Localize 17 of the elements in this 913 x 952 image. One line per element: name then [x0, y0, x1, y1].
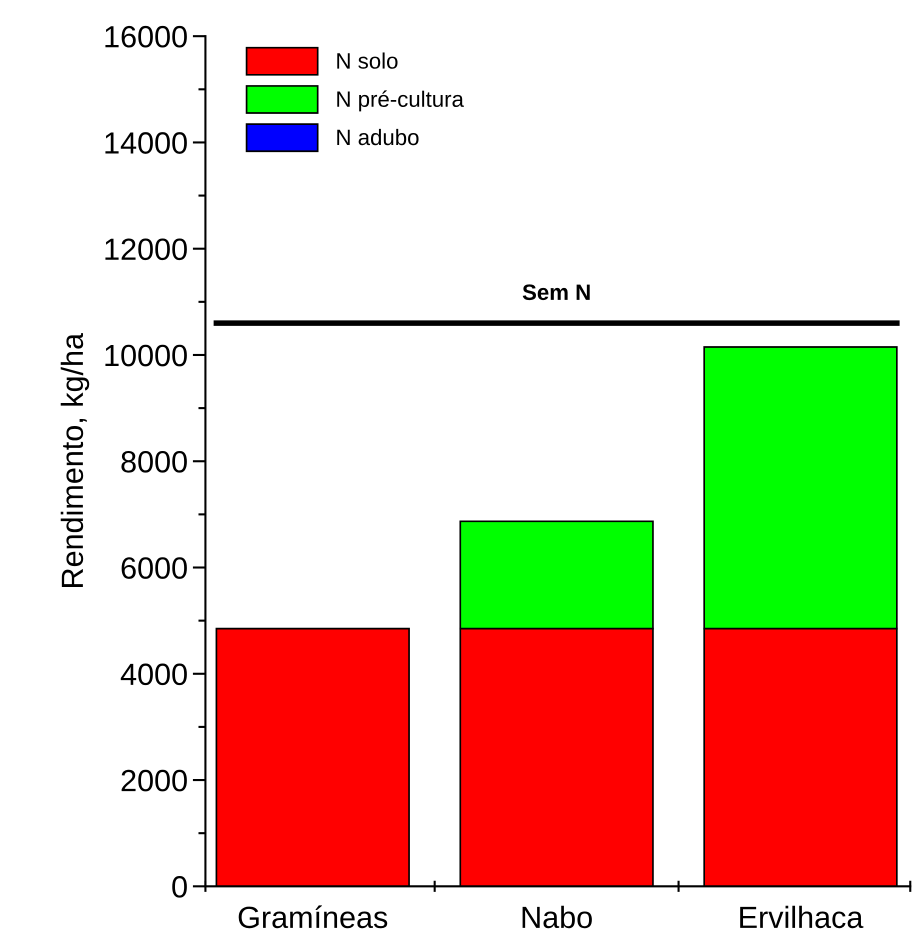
y-tick-label: 6000: [122, 557, 187, 579]
y-tick-label: 16000: [105, 26, 187, 48]
x-tick-label: Nabo: [522, 906, 592, 928]
x-tick-label: Gramíneas: [238, 905, 388, 928]
legend-label: N adubo: [337, 128, 419, 146]
y-tick-label: 8000: [121, 450, 187, 473]
y-tick-label: 10000: [105, 344, 187, 366]
legend-label: N solo: [337, 52, 398, 69]
y-tick-label: 2000: [122, 770, 187, 792]
y-tick-label: 12000: [105, 238, 187, 260]
y-tick-label: 4000: [120, 664, 187, 686]
y-axis-title: Rendimento, kg/ha: [60, 332, 90, 587]
y-tick-label: 0: [172, 876, 187, 898]
x-tick-label: Ervilhaca: [740, 906, 864, 928]
y-tick-label: 14000: [105, 132, 187, 154]
ref-line-label: Sem N: [522, 284, 590, 300]
legend-label: N pré-cultura: [337, 90, 464, 112]
